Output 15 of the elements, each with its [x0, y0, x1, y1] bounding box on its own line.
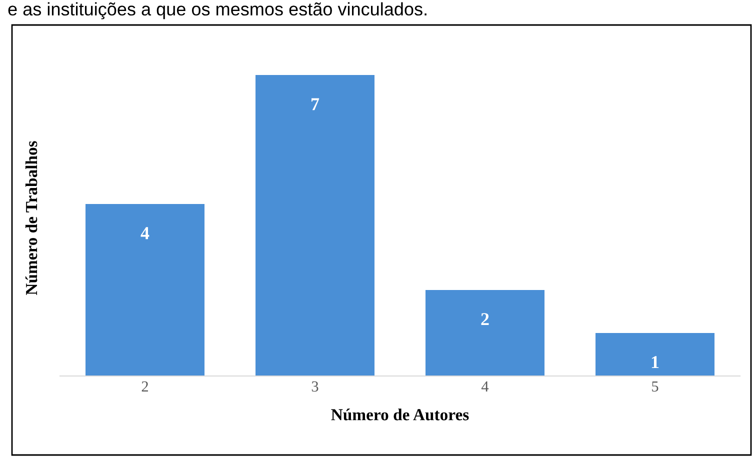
text: e as instituições a que os mesmos estão vinculados.	[8, 2, 426, 20]
data-label: 1	[652, 356, 659, 368]
data-label: 4	[140, 227, 150, 240]
x-tick-label: 4	[481, 381, 489, 392]
bar	[596, 333, 714, 376]
data-label: 7	[312, 98, 320, 110]
bar	[256, 75, 374, 376]
x-axis-title: Número de Autores	[331, 408, 469, 420]
x-tick-label: 2	[142, 381, 148, 392]
x-tick-label: 5	[652, 381, 658, 392]
data-label: 2	[481, 313, 489, 326]
y-axis-title: Número de Trabalhos	[25, 141, 38, 296]
x-tick-label: 3	[312, 381, 318, 392]
bar	[426, 290, 544, 376]
bar	[86, 204, 204, 376]
